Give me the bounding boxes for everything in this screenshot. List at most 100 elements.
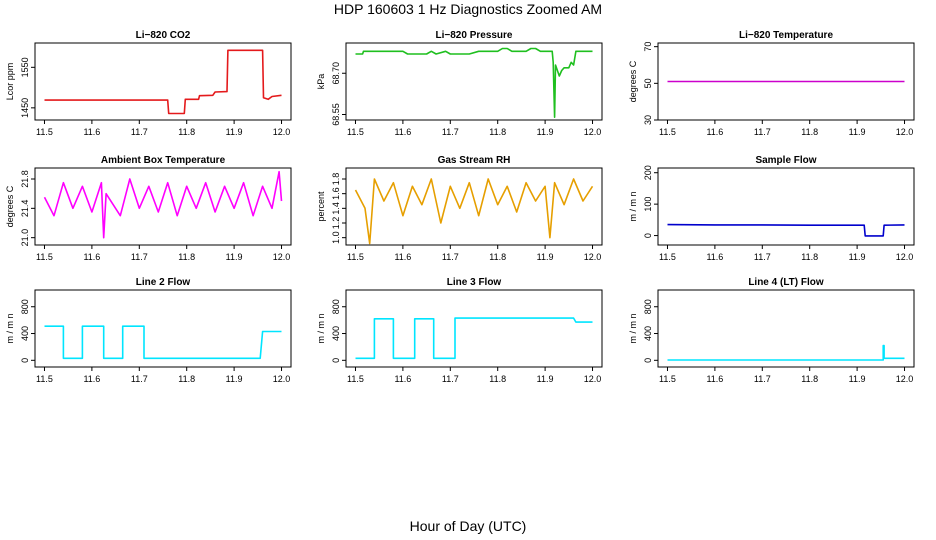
- plot-frame: [657, 289, 915, 368]
- x-tick-label: 11.6: [394, 127, 411, 137]
- y-axis-label: percent: [316, 191, 326, 222]
- x-tick-label: 12.0: [273, 374, 291, 384]
- series-line: [43, 170, 283, 239]
- x-tick-label: 11.8: [178, 252, 195, 262]
- y-tick-label: 1550: [20, 57, 30, 77]
- x-tick-label: 11.8: [801, 127, 818, 137]
- y-axis-label: degrees C: [628, 60, 638, 102]
- panel-title: Sample Flow: [755, 155, 816, 166]
- x-tick-label: 11.7: [442, 374, 459, 384]
- y-tick-label: 400: [331, 326, 341, 341]
- series-line: [354, 178, 594, 245]
- y-tick-label: 1450: [20, 98, 30, 118]
- x-tick-label: 11.9: [849, 127, 866, 137]
- series-line: [44, 325, 282, 360]
- y-tick-label: 1.0: [331, 231, 341, 244]
- plot-frame: [657, 167, 915, 246]
- x-tick-label: 12.0: [896, 374, 914, 384]
- x-tick-label: 11.9: [537, 127, 554, 137]
- y-tick-label: 70: [643, 42, 653, 52]
- panel-title: Li−820 Temperature: [739, 30, 833, 41]
- x-tick-label: 11.7: [131, 374, 148, 384]
- x-tick-label: 11.5: [36, 127, 53, 137]
- x-tick-label: 11.6: [83, 374, 100, 384]
- series-line: [355, 317, 593, 360]
- panel-title: Ambient Box Temperature: [101, 155, 226, 166]
- x-tick-label: 11.8: [178, 374, 195, 384]
- x-tick-label: 11.7: [754, 127, 771, 137]
- plot-frame: [345, 289, 603, 368]
- y-tick-label: 800: [20, 299, 30, 314]
- panel-2: Li−820 Pressure 11.5 11.6 11.7 11.8 11.9 12.0 6…: [316, 30, 603, 137]
- y-tick-label: 0: [331, 358, 341, 363]
- x-tick-label: 11.9: [849, 374, 866, 384]
- x-tick-label: 12.0: [896, 127, 914, 137]
- y-tick-label: 1.2: [331, 217, 341, 230]
- x-tick-label: 11.8: [489, 127, 506, 137]
- panel-3: Li−820 Temperature 11.5 11.6 11.7 11.8 11.9 12…: [628, 30, 915, 137]
- y-axis-label: Lcor ppm: [5, 63, 15, 101]
- plot-frame: [34, 289, 292, 368]
- x-tick-label: 11.8: [489, 252, 506, 262]
- x-tick-label: 11.7: [754, 374, 771, 384]
- y-tick-label: 21.4: [20, 200, 30, 218]
- plot-frame: [657, 42, 915, 121]
- panel-6: Sample Flow 11.5 11.6 11.7 11.8 11.9 12.0 0 100 2…: [628, 155, 915, 262]
- y-tick-label: 0: [20, 358, 30, 363]
- x-tick-label: 11.9: [537, 252, 554, 262]
- x-tick-label: 11.7: [442, 252, 459, 262]
- x-tick-label: 11.8: [178, 127, 195, 137]
- series-line: [355, 47, 593, 118]
- panel-title: Line 3 Flow: [447, 277, 502, 288]
- y-tick-label: 30: [643, 115, 653, 125]
- panel-title: Line 2 Flow: [136, 277, 191, 288]
- x-tick-label: 11.9: [226, 127, 243, 137]
- y-tick-label: 200: [643, 165, 653, 180]
- y-tick-label: 0: [643, 233, 653, 238]
- x-tick-label: 11.5: [347, 252, 364, 262]
- y-tick-label: 800: [331, 299, 341, 314]
- x-tick-label: 11.7: [131, 127, 148, 137]
- y-axis-label: kPa: [316, 74, 326, 90]
- y-axis-label: m / m n: [628, 313, 638, 343]
- x-tick-label: 11.6: [706, 374, 723, 384]
- y-tick-label: 1.4: [331, 202, 341, 215]
- x-tick-label: 11.6: [83, 127, 100, 137]
- panel-5: Gas Stream RH 11.5 11.6 11.7 11.8 11.9 12.0 1.0…: [316, 155, 603, 262]
- x-tick-label: 11.5: [659, 374, 676, 384]
- x-tick-label: 11.6: [706, 127, 723, 137]
- y-tick-label: 21.8: [20, 170, 30, 188]
- y-tick-label: 400: [643, 326, 653, 341]
- x-tick-label: 11.6: [394, 374, 411, 384]
- x-tick-label: 11.5: [347, 374, 364, 384]
- x-tick-label: 12.0: [896, 252, 914, 262]
- plot-frame: [34, 167, 292, 246]
- plot-frame: [345, 42, 603, 121]
- plot-frame: [345, 167, 603, 246]
- panel-title: Gas Stream RH: [438, 155, 511, 166]
- x-tick-label: 11.7: [442, 127, 459, 137]
- x-axis-label: Hour of Day (UTC): [410, 518, 527, 534]
- panel-1: Li−820 CO2 11.5 11.6 11.7 11.8 11.9 12.0 1450 15…: [5, 30, 292, 137]
- x-tick-label: 11.9: [537, 374, 554, 384]
- x-tick-label: 11.8: [489, 374, 506, 384]
- panel-9: Line 4 (LT) Flow 11.5 11.6 11.7 11.8 11.9 12.0…: [628, 277, 915, 384]
- y-tick-label: 400: [20, 326, 30, 341]
- x-tick-label: 11.8: [801, 252, 818, 262]
- y-tick-label: 68.70: [331, 62, 341, 85]
- y-tick-label: 100: [643, 197, 653, 212]
- series-line: [667, 344, 905, 361]
- x-tick-label: 11.9: [226, 374, 243, 384]
- x-tick-label: 11.5: [347, 127, 364, 137]
- panel-8: Line 3 Flow 11.5 11.6 11.7 11.8 11.9 12.0 0 400 8…: [316, 277, 603, 384]
- y-tick-label: 0: [643, 358, 653, 363]
- x-tick-label: 11.9: [849, 252, 866, 262]
- y-axis-label: degrees C: [5, 185, 15, 227]
- x-tick-label: 11.8: [801, 374, 818, 384]
- x-tick-label: 11.5: [36, 374, 53, 384]
- x-tick-label: 11.5: [36, 252, 53, 262]
- y-axis-label: m / m n: [5, 313, 15, 343]
- y-axis-label: m / m n: [316, 313, 326, 343]
- y-tick-label: 1.8: [331, 173, 341, 186]
